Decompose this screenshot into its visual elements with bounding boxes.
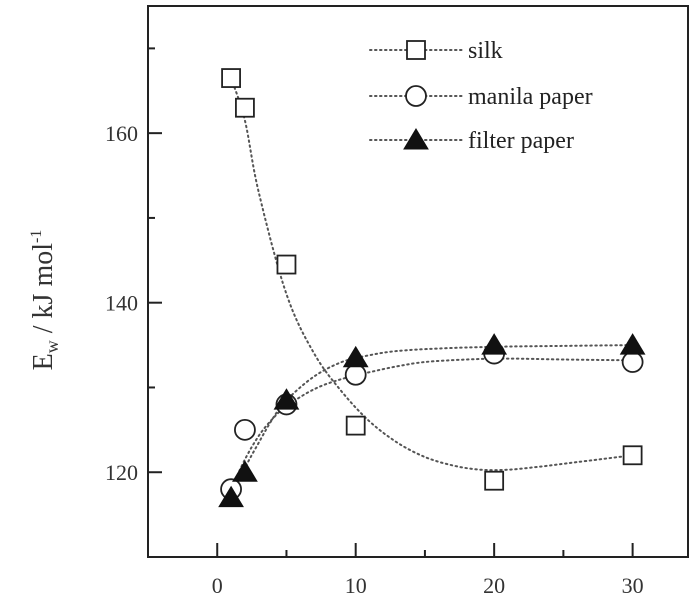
filter-paper-point bbox=[232, 460, 258, 482]
filter-paper-point bbox=[218, 485, 244, 508]
data-markers bbox=[218, 68, 646, 508]
manila-paper-fit-curve bbox=[230, 357, 634, 491]
manila-paper-legend-marker bbox=[405, 85, 427, 107]
silk-point bbox=[484, 470, 505, 491]
plot-frame bbox=[147, 5, 689, 558]
filter-paper-point bbox=[619, 333, 646, 355]
y-axis-label-sub: w bbox=[42, 340, 62, 353]
silk-legend-label: silk bbox=[468, 38, 503, 64]
filter-paper-fit-curve bbox=[230, 344, 634, 499]
y-axis-ticks: 120 140 160 bbox=[105, 47, 162, 558]
x-tick-label: 30 bbox=[622, 573, 644, 598]
x-axis-ticks: 0 10 20 30 bbox=[147, 543, 644, 598]
x-tick-label: 0 bbox=[212, 573, 223, 598]
y-axis-label-rest: / kJ mol bbox=[28, 243, 59, 340]
y-tick-label: 120 bbox=[105, 460, 138, 485]
silk-point bbox=[345, 415, 366, 436]
y-axis-label: Ew / kJ mol-1 bbox=[28, 230, 62, 371]
silk-point bbox=[221, 68, 241, 88]
x-tick-label: 20 bbox=[483, 573, 505, 598]
manila-paper-point bbox=[234, 418, 256, 441]
y-axis-label-sup: -1 bbox=[28, 230, 45, 243]
filter-paper-point bbox=[342, 345, 369, 368]
silk-point bbox=[622, 445, 643, 466]
filter-paper-legend-marker bbox=[403, 128, 429, 150]
manila-paper-legend-label: manila paper bbox=[468, 84, 593, 110]
y-tick-label: 160 bbox=[105, 121, 138, 146]
filter-paper-legend-label: filter paper bbox=[468, 128, 574, 154]
filter-paper-point bbox=[273, 388, 300, 410]
silk-point bbox=[235, 97, 255, 118]
y-axis-label-main: E bbox=[28, 353, 59, 370]
legend: silk manila paper filter paper bbox=[369, 38, 593, 154]
manila-paper-point bbox=[621, 351, 644, 373]
filter-paper-point bbox=[481, 333, 508, 355]
silk-fit-curve bbox=[230, 77, 634, 472]
x-tick-label: 10 bbox=[345, 573, 367, 598]
silk-point bbox=[276, 254, 297, 275]
y-tick-label: 140 bbox=[105, 291, 138, 316]
manila-paper-point bbox=[344, 363, 367, 386]
silk-legend-marker bbox=[406, 40, 426, 60]
